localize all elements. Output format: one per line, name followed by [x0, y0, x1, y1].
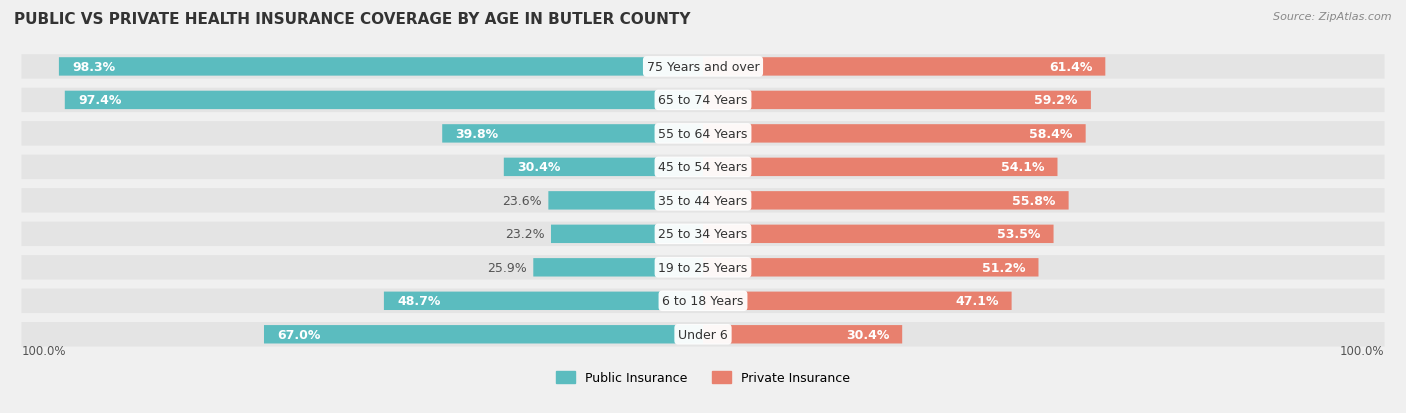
FancyBboxPatch shape	[21, 88, 1385, 113]
Legend: Public Insurance, Private Insurance: Public Insurance, Private Insurance	[551, 366, 855, 389]
FancyBboxPatch shape	[21, 222, 1385, 247]
FancyBboxPatch shape	[703, 192, 1069, 210]
Text: 65 to 74 Years: 65 to 74 Years	[658, 94, 748, 107]
FancyBboxPatch shape	[21, 155, 1385, 180]
FancyBboxPatch shape	[59, 58, 703, 76]
Text: 30.4%: 30.4%	[846, 328, 889, 341]
FancyBboxPatch shape	[21, 189, 1385, 213]
Text: 59.2%: 59.2%	[1035, 94, 1078, 107]
Text: 61.4%: 61.4%	[1049, 61, 1092, 74]
FancyBboxPatch shape	[548, 192, 703, 210]
FancyBboxPatch shape	[703, 259, 1039, 277]
Text: 23.2%: 23.2%	[505, 228, 544, 241]
FancyBboxPatch shape	[503, 158, 703, 177]
FancyBboxPatch shape	[703, 225, 1053, 243]
FancyBboxPatch shape	[703, 58, 1105, 76]
FancyBboxPatch shape	[443, 125, 703, 143]
Text: 100.0%: 100.0%	[21, 344, 66, 357]
FancyBboxPatch shape	[15, 57, 1391, 358]
Text: 75 Years and over: 75 Years and over	[647, 61, 759, 74]
Text: 19 to 25 Years: 19 to 25 Years	[658, 261, 748, 274]
Text: 30.4%: 30.4%	[517, 161, 560, 174]
FancyBboxPatch shape	[21, 289, 1385, 313]
Text: 48.7%: 48.7%	[396, 294, 440, 308]
FancyBboxPatch shape	[551, 225, 703, 243]
Text: 53.5%: 53.5%	[997, 228, 1040, 241]
FancyBboxPatch shape	[264, 325, 703, 344]
Text: 97.4%: 97.4%	[77, 94, 121, 107]
FancyBboxPatch shape	[703, 325, 903, 344]
FancyBboxPatch shape	[65, 91, 703, 110]
Text: 100.0%: 100.0%	[1340, 344, 1385, 357]
FancyBboxPatch shape	[384, 292, 703, 310]
FancyBboxPatch shape	[703, 125, 1085, 143]
Text: 6 to 18 Years: 6 to 18 Years	[662, 294, 744, 308]
Text: Under 6: Under 6	[678, 328, 728, 341]
Text: 55 to 64 Years: 55 to 64 Years	[658, 128, 748, 140]
Text: Source: ZipAtlas.com: Source: ZipAtlas.com	[1274, 12, 1392, 22]
FancyBboxPatch shape	[703, 91, 1091, 110]
Text: 47.1%: 47.1%	[955, 294, 998, 308]
FancyBboxPatch shape	[703, 292, 1012, 310]
FancyBboxPatch shape	[21, 322, 1385, 347]
FancyBboxPatch shape	[21, 256, 1385, 280]
Text: 25 to 34 Years: 25 to 34 Years	[658, 228, 748, 241]
Text: 67.0%: 67.0%	[277, 328, 321, 341]
Text: 23.6%: 23.6%	[502, 195, 541, 207]
Text: PUBLIC VS PRIVATE HEALTH INSURANCE COVERAGE BY AGE IN BUTLER COUNTY: PUBLIC VS PRIVATE HEALTH INSURANCE COVER…	[14, 12, 690, 27]
Text: 51.2%: 51.2%	[981, 261, 1025, 274]
Text: 54.1%: 54.1%	[1001, 161, 1045, 174]
FancyBboxPatch shape	[703, 158, 1057, 177]
Text: 98.3%: 98.3%	[72, 61, 115, 74]
Text: 25.9%: 25.9%	[486, 261, 527, 274]
FancyBboxPatch shape	[21, 122, 1385, 146]
Text: 58.4%: 58.4%	[1029, 128, 1073, 140]
FancyBboxPatch shape	[21, 55, 1385, 79]
Text: 39.8%: 39.8%	[456, 128, 499, 140]
Text: 35 to 44 Years: 35 to 44 Years	[658, 195, 748, 207]
Text: 55.8%: 55.8%	[1012, 195, 1056, 207]
Text: 45 to 54 Years: 45 to 54 Years	[658, 161, 748, 174]
FancyBboxPatch shape	[533, 259, 703, 277]
